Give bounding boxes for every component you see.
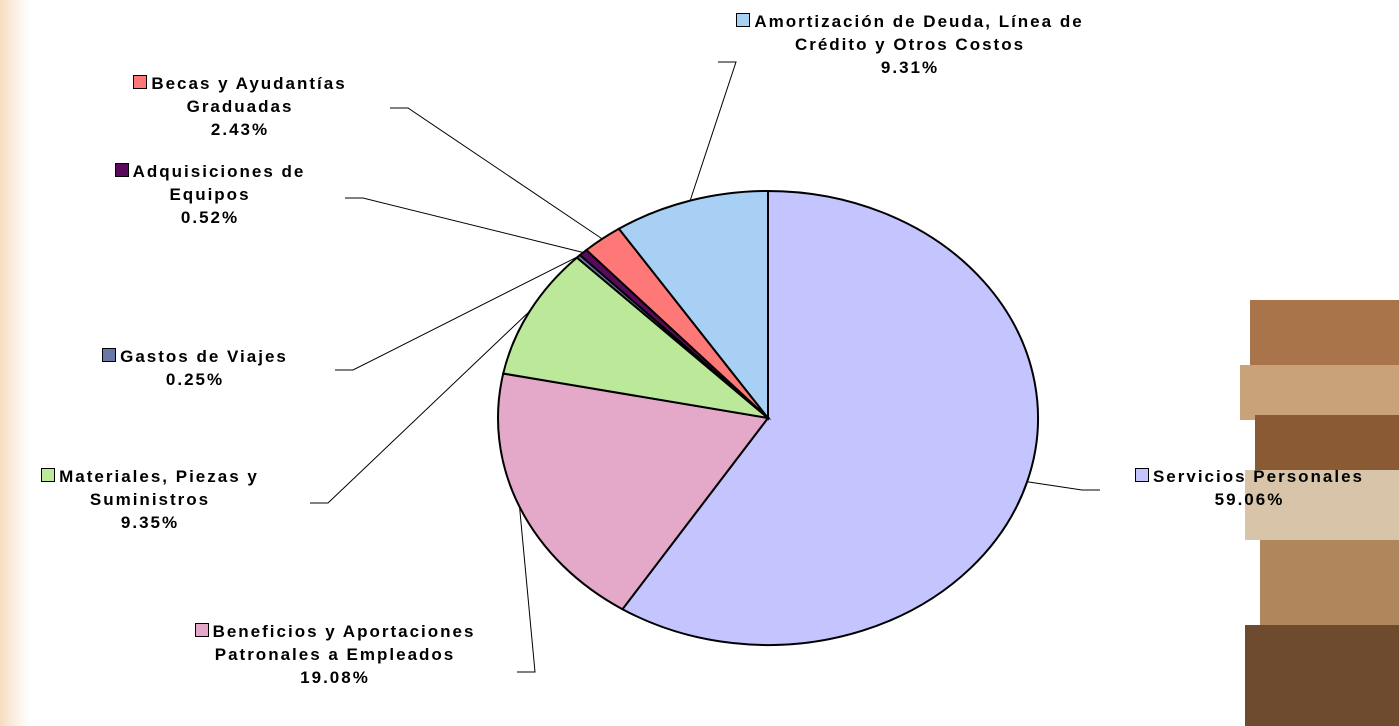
leader-line — [517, 507, 535, 672]
leader-line — [1027, 482, 1100, 490]
legend-swatch — [41, 468, 55, 482]
category-label: Becas y Ayudantías Graduadas — [151, 74, 346, 116]
legend-swatch — [195, 623, 209, 637]
value-label: 19.08% — [300, 668, 370, 687]
value-label: 0.52% — [181, 208, 239, 227]
slice-label: Servicios Personales 59.06% — [1100, 465, 1399, 511]
slice-label: Materiales, Piezas y Suministros 9.35% — [5, 465, 295, 534]
category-label: Gastos de Viajes — [120, 347, 288, 366]
category-label: Adquisiciones de Equipos — [133, 162, 306, 204]
category-label: Servicios Personales — [1153, 467, 1364, 486]
book — [1240, 365, 1399, 420]
leader-line — [690, 62, 736, 201]
leader-line — [310, 311, 530, 503]
legend-swatch — [1135, 468, 1149, 482]
slice-label: Amortización de Deuda, Línea de Crédito … — [730, 10, 1090, 79]
slice-label: Adquisiciones de Equipos 0.52% — [80, 160, 340, 229]
value-label: 59.06% — [1215, 490, 1285, 509]
leader-line — [390, 108, 602, 239]
slice-label: Gastos de Viajes 0.25% — [65, 345, 325, 391]
category-label: Beneficios y Aportaciones Patronales a E… — [213, 622, 476, 664]
book — [1245, 625, 1399, 726]
chart: Servicios Personales 59.06% Beneficios y A… — [0, 0, 1399, 726]
leader-line — [345, 198, 583, 253]
value-label: 2.43% — [211, 120, 269, 139]
value-label: 0.25% — [166, 370, 224, 389]
legend-swatch — [736, 13, 750, 27]
value-label: 9.35% — [121, 513, 179, 532]
legend-swatch — [115, 163, 129, 177]
slice-label: Becas y Ayudantías Graduadas 2.43% — [95, 72, 385, 141]
slice-label: Beneficios y Aportaciones Patronales a E… — [170, 620, 500, 689]
category-label: Amortización de Deuda, Línea de Crédito … — [754, 12, 1083, 54]
legend-swatch — [102, 348, 116, 362]
book — [1260, 540, 1399, 630]
books-decoration — [1240, 300, 1399, 726]
book — [1250, 300, 1399, 370]
category-label: Materiales, Piezas y Suministros — [59, 467, 259, 509]
legend-swatch — [133, 75, 147, 89]
value-label: 9.31% — [881, 58, 939, 77]
